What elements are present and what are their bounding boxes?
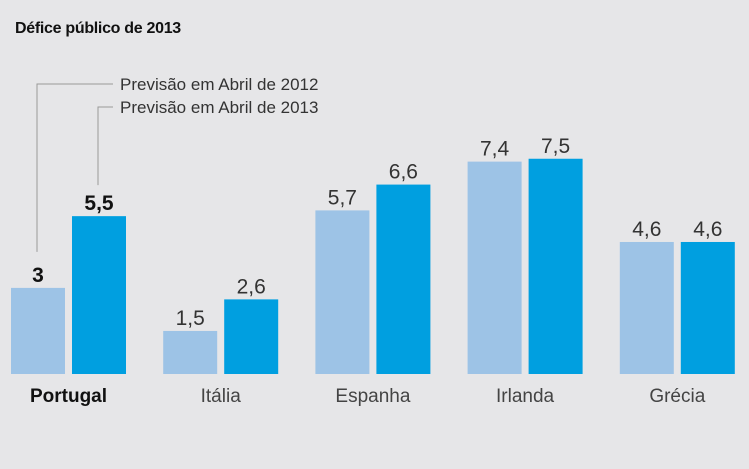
value-label-espanha-2012: 5,7 [328,186,357,209]
value-label-italia-2012: 1,5 [176,307,205,330]
category-label-portugal: Portugal [30,386,107,407]
value-label-portugal-2012: 3 [32,264,44,287]
value-label-italia-2013: 2,6 [237,275,266,298]
legend-leader-line-2012 [36,83,113,252]
bar-portugal-2012 [11,287,65,374]
chart-title: Défice público de 2013 [15,20,181,37]
bar-italia-2013 [224,299,279,374]
bar-irlanda-2013 [528,158,583,374]
value-label-irlanda-2013: 7,5 [541,135,570,158]
bar-irlanda-2012 [467,161,522,374]
category-labels: Portugal Itália Espanha Irlanda Grécia [30,386,706,407]
value-labels: 3 5,5 1,5 2,6 5,7 6,6 7,4 7,5 4,6 4,6 [32,135,722,330]
legend: Previsão em Abril de 2012 Previsão em Ab… [36,75,318,252]
category-label-grecia: Grécia [649,386,705,407]
legend-entry-2013: Previsão em Abril de 2013 [120,98,318,117]
bar-grecia-2013 [680,241,735,374]
legend-entry-2012: Previsão em Abril de 2012 [120,75,318,94]
value-label-irlanda-2012: 7,4 [480,138,510,161]
bar-grecia-2012 [619,241,674,374]
bars [11,158,735,374]
bar-espanha-2012 [315,210,370,374]
category-label-irlanda: Irlanda [496,386,555,407]
value-label-espanha-2013: 6,6 [389,161,418,184]
legend-leader-line-2013 [97,106,113,186]
category-label-espanha: Espanha [335,386,410,407]
bar-italia-2012 [163,330,218,374]
bar-portugal-2013 [72,216,126,374]
value-label-portugal-2013: 5,5 [84,192,114,215]
category-label-italia: Itália [201,386,242,407]
value-label-grecia-2012: 4,6 [632,218,661,241]
value-label-grecia-2013: 4,6 [693,218,722,241]
bar-espanha-2013 [376,184,431,374]
